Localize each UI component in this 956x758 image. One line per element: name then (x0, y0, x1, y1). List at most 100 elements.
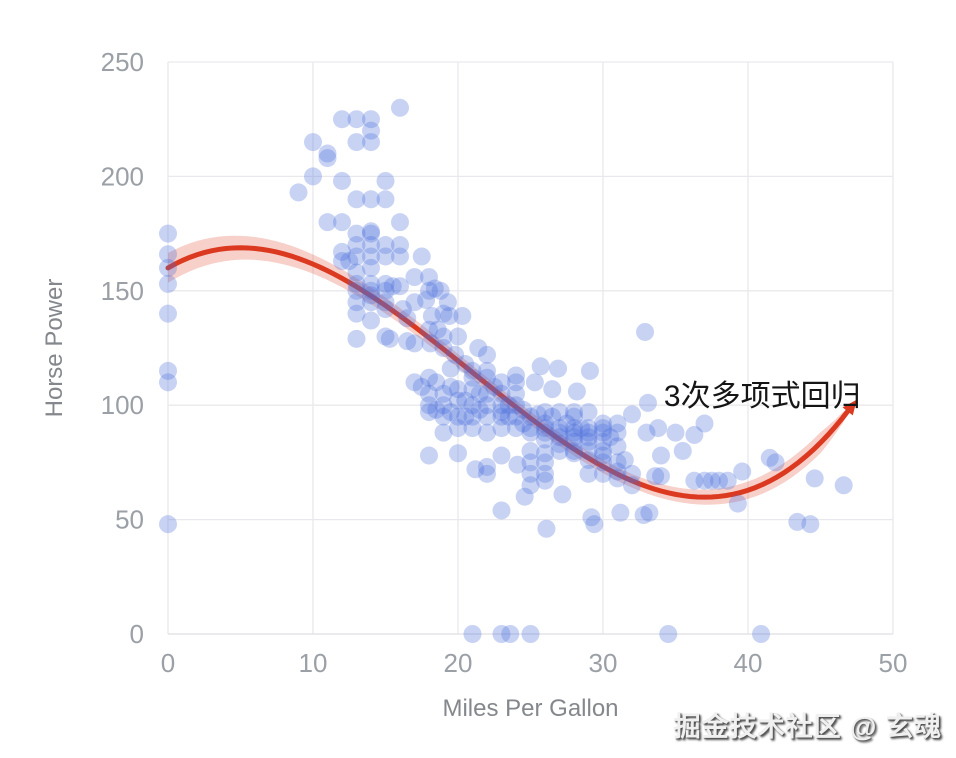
scatter-point (333, 242, 351, 261)
scatter-point (565, 407, 583, 426)
scatter-point (463, 625, 482, 643)
y-tick-label: 0 (130, 619, 144, 649)
scatter-point (525, 373, 544, 392)
scatter-point (507, 384, 525, 403)
scatter-point (492, 419, 511, 438)
scatter-point (550, 441, 569, 460)
scatter-point (565, 441, 583, 460)
scatter-point (376, 247, 395, 266)
scatter-point (499, 396, 518, 415)
scatter-point (478, 396, 496, 415)
scatter-point (536, 471, 554, 490)
scatter-point (514, 400, 533, 419)
scatter-point (422, 306, 441, 325)
scatter-point (594, 419, 612, 438)
scatter-point (441, 403, 460, 422)
scatter-point (623, 464, 641, 483)
scatter-point (376, 236, 395, 255)
scatter-point (405, 373, 424, 392)
scatter-point (637, 423, 656, 442)
scatter-point (733, 462, 752, 481)
scatter-point (579, 423, 598, 442)
scatter-point (412, 377, 431, 396)
scatter-point (463, 407, 482, 426)
regression-annotation: 3次多项式回归 (664, 380, 861, 413)
scatter-point (507, 396, 525, 415)
scatter-point (478, 464, 496, 483)
scatter-point (159, 274, 177, 293)
scatter-point (405, 293, 424, 312)
scatter-point (652, 467, 670, 486)
scatter-point (425, 279, 444, 298)
scatter-point (362, 274, 380, 293)
scatter-point (507, 419, 525, 438)
scatter-point (333, 252, 351, 271)
scatter-point (463, 419, 482, 438)
scatter-point (427, 373, 446, 392)
scatter-point (463, 368, 482, 387)
scatter-point (634, 506, 653, 525)
scatter-point (501, 625, 520, 643)
scatter-point (536, 423, 554, 442)
scatter-point (567, 382, 586, 401)
scatter-point (543, 380, 562, 399)
scatter-point (362, 247, 380, 266)
scatter-point (579, 428, 598, 447)
scatter-point (492, 501, 511, 520)
scatter-point (449, 327, 467, 346)
scatter-point (760, 448, 779, 467)
scatter-point (752, 625, 771, 643)
scatter-point (434, 327, 453, 346)
scatter-point (492, 446, 511, 465)
scatter-point (521, 407, 540, 426)
scatter-point (449, 407, 467, 426)
scatter-point (362, 222, 380, 241)
scatter-point (420, 384, 438, 403)
scatter-point (537, 519, 556, 538)
scatter-point (440, 306, 459, 325)
scatter-point (441, 377, 460, 396)
scatter-point (159, 245, 177, 264)
scatter-point (159, 373, 177, 392)
scatter-point (434, 304, 453, 323)
scatter-point (702, 471, 721, 490)
scatter-point (391, 277, 409, 296)
scatter-point (347, 110, 366, 129)
scatter-point (531, 357, 550, 376)
scatter-point (579, 403, 598, 422)
scatter-point (601, 428, 620, 447)
scatter-point (666, 423, 685, 442)
scatter-point (608, 423, 627, 442)
scatter-point (685, 425, 704, 444)
scatter-point (594, 432, 612, 451)
scatter-point (652, 446, 670, 465)
scatter-point (478, 345, 496, 364)
scatter-point (420, 320, 438, 339)
scatter-point (347, 293, 366, 312)
scatter-point (362, 121, 380, 140)
scatter-point (431, 281, 450, 300)
scatter-point (521, 423, 540, 442)
scatter-point (434, 384, 453, 403)
scatter-point (412, 247, 431, 266)
scatter-point (449, 444, 467, 463)
scatter-point (673, 441, 692, 460)
scatter-point (579, 464, 598, 483)
scatter-point (347, 236, 366, 255)
scatter-point (565, 419, 583, 438)
scatter-point (579, 419, 598, 438)
scatter-point (304, 167, 322, 186)
scatter-point (347, 329, 366, 348)
scatter-point (478, 361, 496, 380)
scatter-point (528, 405, 547, 424)
scatter-point (347, 304, 366, 323)
scatter-point (514, 414, 533, 433)
regression-confidence-band (168, 235, 850, 505)
scatter-point (362, 236, 380, 255)
scatter-point (347, 190, 366, 209)
regression-curve (165, 245, 852, 500)
scatter-point (420, 446, 438, 465)
scatter-point (456, 355, 475, 374)
scatter-point (579, 451, 598, 470)
scatter-point (463, 361, 482, 380)
